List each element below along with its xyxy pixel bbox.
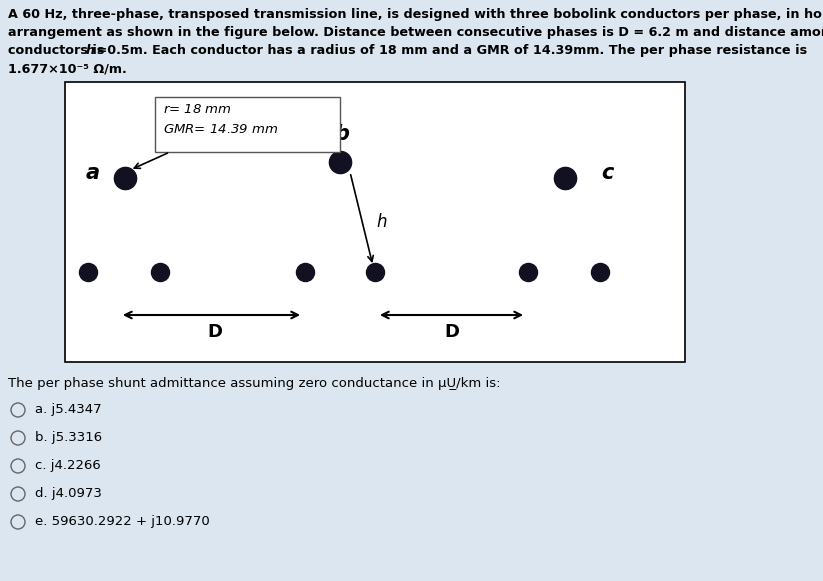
- Text: a. j5.4347: a. j5.4347: [35, 403, 101, 417]
- Text: arrangement as shown in the figure below. Distance between consecutive phases is: arrangement as shown in the figure below…: [8, 26, 823, 39]
- Circle shape: [11, 403, 25, 417]
- FancyBboxPatch shape: [65, 82, 685, 362]
- Text: d. j4.0973: d. j4.0973: [35, 487, 102, 500]
- Text: 1.677×10⁻⁵ Ω/m.: 1.677×10⁻⁵ Ω/m.: [8, 62, 127, 75]
- Text: $r$= 18 mm: $r$= 18 mm: [163, 103, 232, 116]
- Text: b: b: [334, 124, 350, 144]
- Text: D: D: [444, 323, 459, 341]
- Text: D: D: [207, 323, 222, 341]
- Text: c: c: [601, 163, 613, 183]
- Text: $GMR$= 14.39 mm: $GMR$= 14.39 mm: [163, 123, 278, 136]
- Text: c. j4.2266: c. j4.2266: [35, 460, 100, 472]
- Text: h: h: [377, 213, 388, 231]
- Text: The per phase shunt admittance assuming zero conductance in μU̲/km is:: The per phase shunt admittance assuming …: [8, 377, 500, 390]
- FancyBboxPatch shape: [155, 97, 340, 152]
- Text: h: h: [86, 44, 95, 57]
- Circle shape: [11, 459, 25, 473]
- Text: A 60 Hz, three-phase, transposed transmission line, is designed with three bobol: A 60 Hz, three-phase, transposed transmi…: [8, 8, 823, 21]
- Text: conductors is: conductors is: [8, 44, 109, 57]
- Text: e. 59630.2922 + j10.9770: e. 59630.2922 + j10.9770: [35, 515, 210, 529]
- Text: =0.5m. Each conductor has a radius of 18 mm and a GMR of 14.39mm. The per phase : =0.5m. Each conductor has a radius of 18…: [92, 44, 807, 57]
- Text: a: a: [86, 163, 100, 183]
- Circle shape: [11, 515, 25, 529]
- Text: b. j5.3316: b. j5.3316: [35, 432, 102, 444]
- Circle shape: [11, 431, 25, 445]
- Circle shape: [11, 487, 25, 501]
